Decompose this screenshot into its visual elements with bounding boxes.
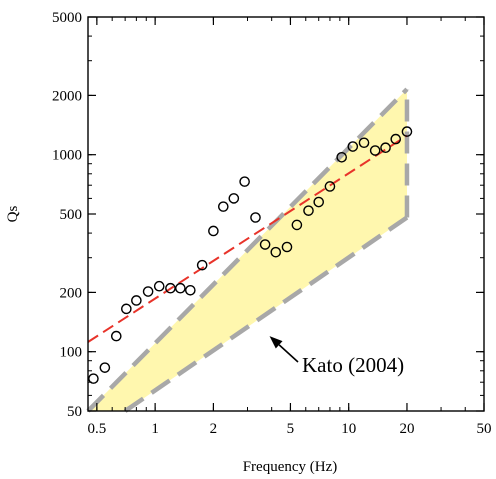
kato-band-upper-edge	[86, 87, 409, 413]
data-point-16	[250, 212, 261, 223]
data-point-27	[369, 145, 381, 156]
y-tick-label-2000: 2000	[52, 88, 82, 104]
y-tick-label-5000: 5000	[52, 10, 82, 26]
data-point-21	[303, 205, 314, 216]
data-point-20	[291, 219, 303, 231]
x-tick-label-1: 1	[151, 421, 159, 437]
data-point-30	[401, 126, 413, 137]
data-point-23	[324, 181, 336, 192]
y-tick-label-50: 50	[67, 404, 82, 420]
x-axis-title: Frequency (Hz)	[243, 459, 338, 475]
kato-band-lower-edge	[123, 215, 409, 413]
x-tick-label-5: 5	[287, 421, 295, 437]
data-point-10	[185, 284, 196, 296]
data-point-3	[110, 330, 122, 342]
x-tick-label-10: 10	[341, 421, 356, 437]
y-tick-label-100: 100	[60, 345, 83, 361]
data-point-9	[175, 282, 186, 294]
fit-line	[87, 134, 408, 343]
data-point-28	[380, 142, 391, 154]
x-tick-label-50: 50	[477, 421, 492, 437]
y-tick-label-1000: 1000	[52, 148, 82, 164]
data-point-13	[218, 201, 229, 212]
data-point-24	[336, 152, 347, 163]
x-tick-label-0.5: 0.5	[87, 421, 106, 437]
y-tick-label-200: 200	[60, 285, 83, 301]
data-point-8	[165, 282, 176, 294]
data-point-12	[208, 225, 219, 237]
data-point-11	[196, 259, 208, 271]
annotation-label: Kato (2004)	[302, 353, 404, 377]
data-point-26	[358, 137, 370, 149]
x-tick-label-20: 20	[399, 421, 414, 437]
data-point-5	[131, 295, 142, 306]
data-point-7	[153, 280, 165, 292]
data-point-2	[99, 362, 111, 373]
data-point-29	[390, 133, 402, 145]
kato-band-fill	[88, 89, 407, 411]
y-tick-label-500: 500	[60, 207, 83, 223]
data-point-18	[270, 246, 282, 258]
data-point-25	[347, 141, 359, 152]
x-tick-label-2: 2	[210, 421, 218, 437]
plot-area: 0.5 1 2 5 10 20 50 50 100 200 500 1000 2000 5000	[52, 10, 492, 437]
data-point-15	[239, 176, 250, 187]
data-point-17	[259, 239, 271, 250]
data-point-6	[142, 286, 154, 297]
annotation-arrow-shaft	[278, 344, 299, 363]
y-axis-title: Qs	[5, 206, 21, 223]
data-point-4	[121, 303, 132, 315]
data-point-19	[281, 241, 293, 253]
annotation-arrow-head	[269, 336, 283, 349]
data-point-14	[228, 193, 240, 204]
ticks	[88, 16, 485, 412]
data-point-22	[313, 196, 325, 208]
data-point-1	[88, 373, 99, 384]
